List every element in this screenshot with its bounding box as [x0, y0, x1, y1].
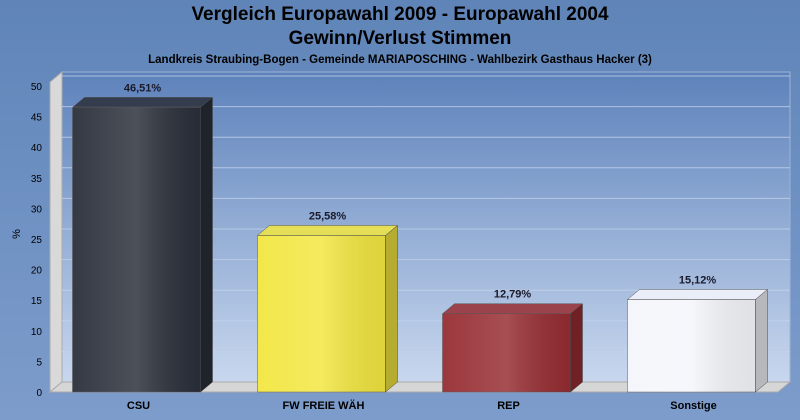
x-tick-label: FW FREIE WÄH [283, 399, 365, 412]
bar: 46,51% [71, 82, 214, 393]
chart-title: Vergleich Europawahl 2009 - Europawahl 2… [191, 4, 609, 25]
bar-shine [72, 107, 201, 393]
bar: 12,79% [441, 289, 584, 393]
x-tick-label: REP [497, 400, 520, 412]
y-tick-label: 15 [31, 296, 43, 307]
bar-top [626, 289, 769, 300]
y-tick-label: 50 [31, 82, 43, 93]
y-tick-label: 0 [36, 388, 42, 399]
x-tick-label: CSU [127, 400, 150, 412]
y-tick-label: 40 [31, 143, 43, 154]
bar-shine [257, 235, 386, 392]
y-tick-label: 20 [31, 266, 43, 277]
bar-side-shade [570, 303, 583, 392]
bar-value-label: 15,12% [679, 274, 717, 286]
y-axis-label: % [11, 229, 23, 239]
bar-side [385, 224, 398, 393]
bars: 46,51% 25,58% 12,79% 15,12% [71, 82, 769, 393]
plot-side-wall [49, 70, 63, 394]
chart-title-line2: Gewinn/Verlust Stimmen [288, 28, 512, 49]
bar-shine [627, 299, 756, 392]
bar-side [200, 96, 213, 393]
bar-side-shade [755, 289, 768, 392]
y-tick-label: 5 [36, 357, 42, 368]
bar: 25,58% [256, 210, 399, 393]
chart-subtitle: Landkreis Straubing-Bogen - Gemeinde MAR… [148, 54, 652, 66]
y-axis: 0 5 10 15 20 25 30 35 40 45 50 [31, 82, 43, 399]
bar-top [256, 225, 399, 236]
bar-top [71, 97, 214, 108]
y-tick-label: 25 [31, 235, 43, 246]
bar-value-label: 46,51% [124, 82, 162, 94]
bar-value-label: 12,79% [494, 289, 532, 301]
bar-top [441, 303, 584, 314]
bar-shine [442, 313, 571, 392]
bar-side-shade [200, 97, 213, 393]
bar: 15,12% [626, 274, 769, 393]
bar-side [755, 288, 768, 393]
bar-side [570, 303, 583, 393]
y-tick-label: 45 [31, 113, 43, 124]
bar-value-label: 25,58% [309, 210, 347, 222]
x-axis: CSU FW FREIE WÄH REP Sonstige [127, 399, 717, 412]
y-tick-label: 35 [31, 174, 43, 185]
y-tick-label: 30 [31, 204, 43, 215]
x-tick-label: Sonstige [670, 400, 716, 412]
y-tick-label: 10 [31, 327, 43, 338]
bar-side-shade [385, 225, 398, 392]
